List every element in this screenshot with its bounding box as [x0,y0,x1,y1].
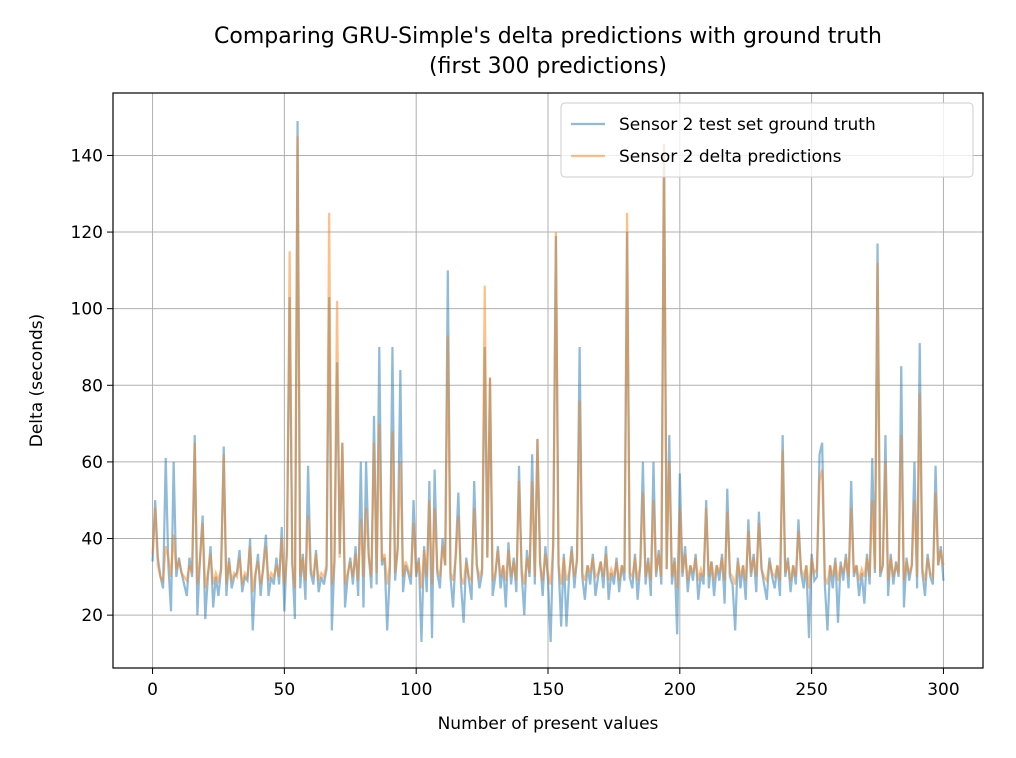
series-line [151,136,945,593]
y-tick-label: 100 [71,300,103,320]
x-tick-label: 0 [147,680,158,700]
chart-title: Comparing GRU-Simple's delta predictions… [214,24,882,79]
y-tick-label: 120 [71,223,103,243]
x-tick-label: 200 [664,680,696,700]
plot-frame [112,92,984,669]
legend-box [560,102,974,178]
y-axis-label: Delta (seconds) [27,314,47,448]
y-tick-label: 80 [81,376,103,396]
y-tick-label: 20 [81,606,103,626]
y-tick-label: 60 [81,453,103,473]
y-tick-label: 40 [81,530,103,550]
x-tick-label: 150 [532,680,564,700]
series-line [151,120,945,642]
x-axis-label: Number of present values [438,714,659,734]
legend-label: Sensor 2 test set ground truth [619,115,876,135]
x-tick-label: 50 [274,680,296,700]
legend-label: Sensor 2 delta predictions [619,147,842,167]
x-tick-label: 250 [795,680,827,700]
y-tick-label: 140 [71,146,103,166]
x-tick-label: 300 [927,680,959,700]
x-tick-label: 100 [400,680,432,700]
